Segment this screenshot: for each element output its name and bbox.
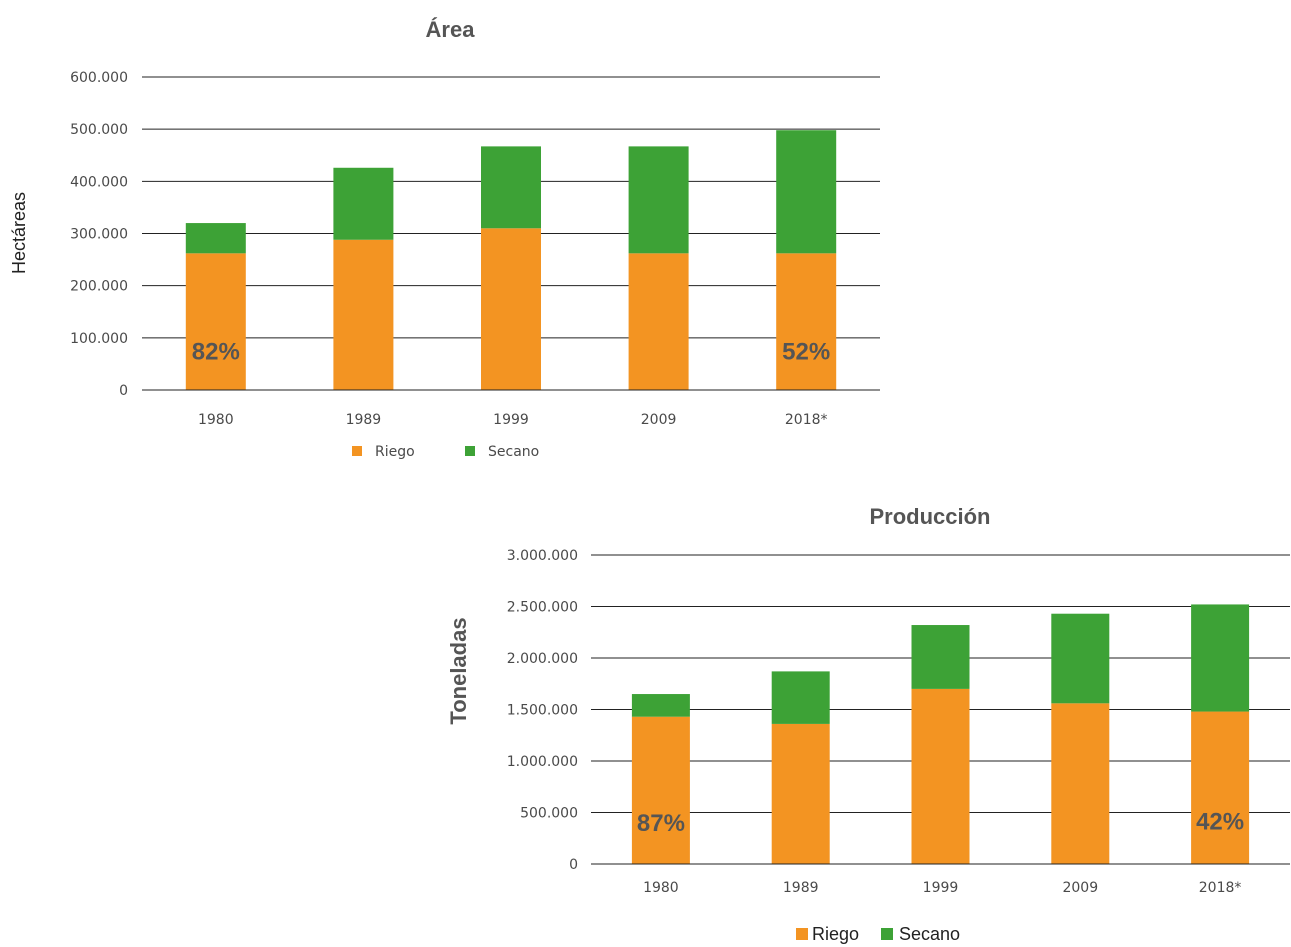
area-percent-label: 52%: [782, 339, 830, 366]
produccion-legend-swatch-riego: [796, 928, 808, 940]
area-y-tick-label: 600.000: [70, 70, 128, 86]
produccion-percent-label: 87%: [637, 810, 685, 837]
produccion-bar-riego-2009: [1051, 703, 1110, 864]
produccion-x-tick-label: 1980: [643, 880, 679, 896]
area-legend-label-secano: Secano: [488, 444, 539, 460]
area-bar-secano-1980: [185, 223, 246, 254]
produccion-bar-secano-1980: [631, 694, 690, 717]
area-bar-riego-2009: [628, 253, 689, 390]
produccion-legend-swatch-secano: [881, 928, 893, 940]
produccion-bar-riego-1999: [911, 688, 970, 864]
area-percent-label: 82%: [192, 339, 240, 366]
produccion-y-tick-label: 3.000.000: [507, 548, 578, 564]
produccion-y-tick-label: 1.500.000: [507, 703, 578, 719]
produccion-x-ticks: 1980 1989 1999 2009 2018*: [643, 880, 1241, 896]
area-bar-secano-1989: [333, 167, 394, 240]
area-legend-swatch-secano: [465, 446, 475, 456]
produccion-bars: [591, 604, 1290, 865]
produccion-chart: Producción Toneladas 0 500.000 1.000.000 1.…: [446, 504, 1290, 944]
area-chart-title: Área: [426, 17, 476, 42]
area-y-tick-label: 400.000: [70, 174, 128, 190]
produccion-bar-riego-2018: [1191, 711, 1250, 864]
produccion-bar-riego-1980: [631, 716, 690, 864]
produccion-legend-label-riego: Riego: [812, 924, 859, 944]
area-bar-riego-2018: [776, 253, 837, 390]
produccion-bar-secano-1989: [771, 671, 830, 724]
area-bars: [142, 130, 880, 391]
area-x-tick-label: 1980: [198, 412, 234, 428]
area-legend-swatch-riego: [352, 446, 362, 456]
area-bar-riego-1989: [333, 239, 394, 390]
produccion-legend-label-secano: Secano: [899, 924, 960, 944]
produccion-chart-title: Producción: [869, 504, 990, 529]
area-bar-secano-2009: [628, 146, 689, 254]
area-bar-secano-1999: [481, 146, 541, 229]
produccion-bar-secano-1999: [911, 625, 970, 689]
produccion-y-tick-label: 0: [569, 857, 578, 873]
area-y-ticks: 0 100.000 200.000 300.000 400.000 500.000 600.…: [70, 70, 128, 399]
area-x-tick-label: 1989: [346, 412, 382, 428]
produccion-x-tick-label: 2009: [1062, 880, 1098, 896]
produccion-y-tick-label: 2.000.000: [507, 651, 578, 667]
produccion-x-tick-label: 2018*: [1199, 880, 1242, 896]
area-x-tick-label: 2018*: [785, 412, 828, 428]
area-y-tick-label: 100.000: [70, 331, 128, 347]
area-annotations: 82% 52%: [192, 339, 830, 366]
area-y-tick-label: 0: [119, 383, 128, 399]
area-bar-riego-1999: [481, 228, 541, 390]
produccion-legend: Riego Secano: [796, 924, 960, 944]
produccion-bar-secano-2009: [1051, 613, 1110, 704]
area-x-ticks: 1980 1989 1999 2009 2018*: [198, 412, 828, 428]
area-bar-secano-2018: [776, 130, 837, 254]
area-x-tick-label: 2009: [641, 412, 677, 428]
produccion-annotations: 87% 42%: [637, 808, 1244, 836]
area-y-tick-label: 300.000: [70, 227, 128, 243]
produccion-y-tick-label: 1.000.000: [507, 754, 578, 770]
area-x-tick-label: 1999: [493, 412, 529, 428]
produccion-y-axis-label: Toneladas: [446, 617, 471, 724]
produccion-y-tick-label: 2.500.000: [507, 600, 578, 616]
produccion-x-tick-label: 1989: [783, 880, 819, 896]
produccion-bar-riego-1989: [771, 723, 830, 864]
produccion-bar-secano-2018: [1191, 604, 1250, 712]
area-bar-riego-1980: [185, 253, 246, 390]
produccion-x-tick-label: 1999: [923, 880, 959, 896]
area-legend-label-riego: Riego: [375, 444, 415, 460]
area-y-tick-label: 200.000: [70, 279, 128, 295]
produccion-percent-label: 42%: [1196, 808, 1244, 835]
area-legend: Riego Secano: [352, 444, 539, 460]
area-y-tick-label: 500.000: [70, 122, 128, 138]
produccion-y-tick-label: 500.000: [520, 806, 578, 822]
area-y-axis-label: Hectáreas: [9, 192, 29, 274]
produccion-y-ticks: 0 500.000 1.000.000 1.500.000 2.000.000 2.500…: [507, 548, 578, 873]
area-chart: Área Hectáreas 0 100.000 200.000 300.000 400…: [9, 17, 880, 460]
